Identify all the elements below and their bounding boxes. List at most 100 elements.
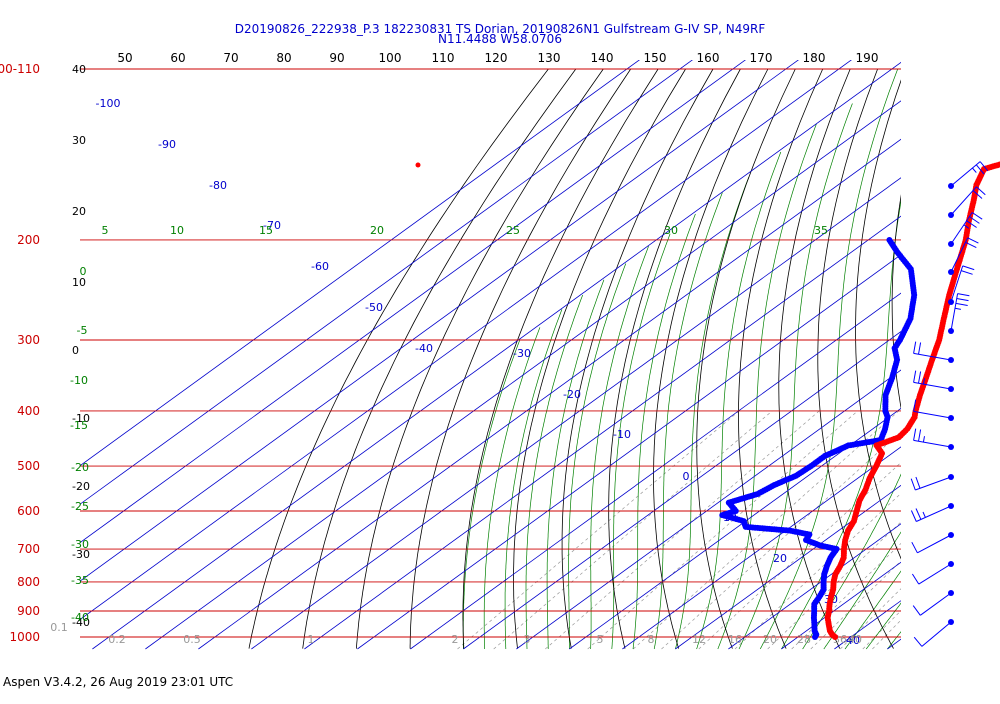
- dry-adiabat-line: [609, 69, 741, 649]
- mixing-ratio-label: 0.2: [108, 633, 126, 646]
- wind-barb-feather: [916, 477, 920, 488]
- pressure-label: 800: [17, 575, 40, 589]
- wind-barb-feather: [957, 299, 969, 301]
- moist-adiabat-label: -30: [71, 538, 89, 551]
- chart-subtitle: N11.4488 W58.0706: [438, 32, 562, 46]
- mixing-ratio-label: 0.5: [183, 633, 201, 646]
- moist-adiabat-label: 20: [370, 224, 384, 237]
- mixing-ratio-line: [792, 411, 1000, 649]
- isotherm-line: [834, 43, 1000, 649]
- wind-barb-feather: [972, 213, 982, 220]
- wind-barbs: [911, 162, 988, 647]
- top-axis-label: 50: [117, 51, 132, 65]
- top-axis-label: 100: [379, 51, 402, 65]
- isotherm-line: [940, 43, 1000, 649]
- left-axis-label: 0: [72, 344, 79, 357]
- moist-adiabat-line: [463, 340, 520, 649]
- mixing-ratio-label: 16: [728, 633, 742, 646]
- wind-barb-feather: [955, 308, 961, 309]
- isotherm-line: [993, 43, 1000, 649]
- wind-barb-feather: [972, 168, 976, 173]
- moist-adiabat-line: [675, 177, 748, 649]
- moist-adiabat-line: [718, 124, 817, 649]
- wind-barb-feather: [956, 303, 968, 305]
- wind-barb-staff: [920, 593, 951, 615]
- dry-adiabat-line: [928, 69, 1000, 649]
- top-axis-label: 140: [591, 51, 614, 65]
- wind-barb-feather: [912, 542, 918, 553]
- pressure-label: 700: [17, 542, 40, 556]
- wind-barb-feather: [914, 637, 922, 646]
- wind-barb-feather: [963, 266, 975, 270]
- isotherm-label: -100: [96, 97, 121, 110]
- footer-text: Aspen V3.4.2, 26 Aug 2019 23:01 UTC: [3, 675, 233, 689]
- wind-barb-feather: [914, 371, 916, 383]
- isotherm-line: [357, 43, 1000, 649]
- pressure-label: 1000: [9, 630, 40, 644]
- mixing-ratio-label: 28: [797, 633, 811, 646]
- wind-barb-staff: [915, 477, 951, 490]
- mixing-ratio-label: 1: [308, 633, 315, 646]
- wind-barb-staff: [914, 411, 951, 418]
- isotherm-line: [781, 43, 1000, 649]
- wind-barb-feather: [912, 574, 918, 584]
- isotherm-line: [410, 43, 1000, 649]
- isotherm-line: [39, 43, 874, 649]
- wind-barb-feather: [923, 512, 925, 518]
- wind-barb-feather: [919, 430, 921, 442]
- pressure-label: 600: [17, 504, 40, 518]
- moist-adiabat-label: 5: [102, 224, 109, 237]
- moist-adiabat-label: 0: [80, 265, 87, 278]
- mixing-ratio-line: [840, 411, 1000, 649]
- wind-barb-staff: [919, 564, 951, 584]
- mixing-ratio-line: [872, 411, 1000, 649]
- moist-adiabat-line: [484, 327, 540, 649]
- pressure-label: 200: [17, 233, 40, 247]
- wind-barb-staff: [922, 622, 951, 646]
- axis-labels: 100-110200300400500600700800900100050607…: [0, 51, 878, 647]
- moist-adiabat-label: 35: [814, 224, 828, 237]
- top-axis-label: 70: [223, 51, 238, 65]
- moist-adiabat-label: 25: [506, 224, 520, 237]
- moist-adiabat-label: -5: [77, 324, 88, 337]
- moist-adiabat-label: 15: [259, 224, 273, 237]
- moist-adiabat-line: [547, 280, 604, 649]
- wind-barb-feather: [968, 238, 979, 243]
- moist-adiabat-label: -10: [70, 374, 88, 387]
- mixing-ratio-label: 5: [597, 633, 604, 646]
- dry-adiabat-line: [654, 69, 768, 649]
- isotherm-line: [0, 43, 822, 649]
- top-axis-label: 110: [432, 51, 455, 65]
- moist-adiabats: [463, 69, 1000, 649]
- wind-barb-feather: [914, 342, 916, 354]
- top-axis-label: 160: [697, 51, 720, 65]
- moist-adiabat-label: -40: [71, 611, 89, 624]
- isotherm-label: -10: [613, 428, 631, 441]
- temperature-trace: [416, 146, 1000, 641]
- pressure-label: 300: [17, 333, 40, 347]
- isotherm-line: [887, 43, 1000, 649]
- top-axis-label: 80: [276, 51, 291, 65]
- wind-barb-feather: [913, 606, 920, 616]
- dry-adiabats: [249, 69, 1000, 649]
- wind-barb-staff: [914, 382, 951, 389]
- mixing-ratio-label: 20: [763, 633, 777, 646]
- wind-barb-feather: [919, 372, 921, 384]
- wind-barb-feather: [958, 294, 970, 296]
- mixing-ratio-label: 40: [848, 633, 862, 646]
- wind-barb-staff: [917, 535, 951, 553]
- top-axis-label: 90: [329, 51, 344, 65]
- top-axis-label: 190: [856, 51, 879, 65]
- moist-adiabat-label: 10: [170, 224, 184, 237]
- wind-barb-staff: [916, 506, 951, 522]
- isotherm-label: -30: [513, 347, 531, 360]
- mixing-ratio-label: 2: [452, 633, 459, 646]
- wind-barb-feather: [914, 429, 916, 441]
- wind-barb-feather: [911, 479, 915, 490]
- moist-adiabat-label: -20: [71, 461, 89, 474]
- pressure-label: 900: [17, 604, 40, 618]
- isotherm-line: [622, 43, 1000, 649]
- dry-adiabat-line: [249, 69, 548, 649]
